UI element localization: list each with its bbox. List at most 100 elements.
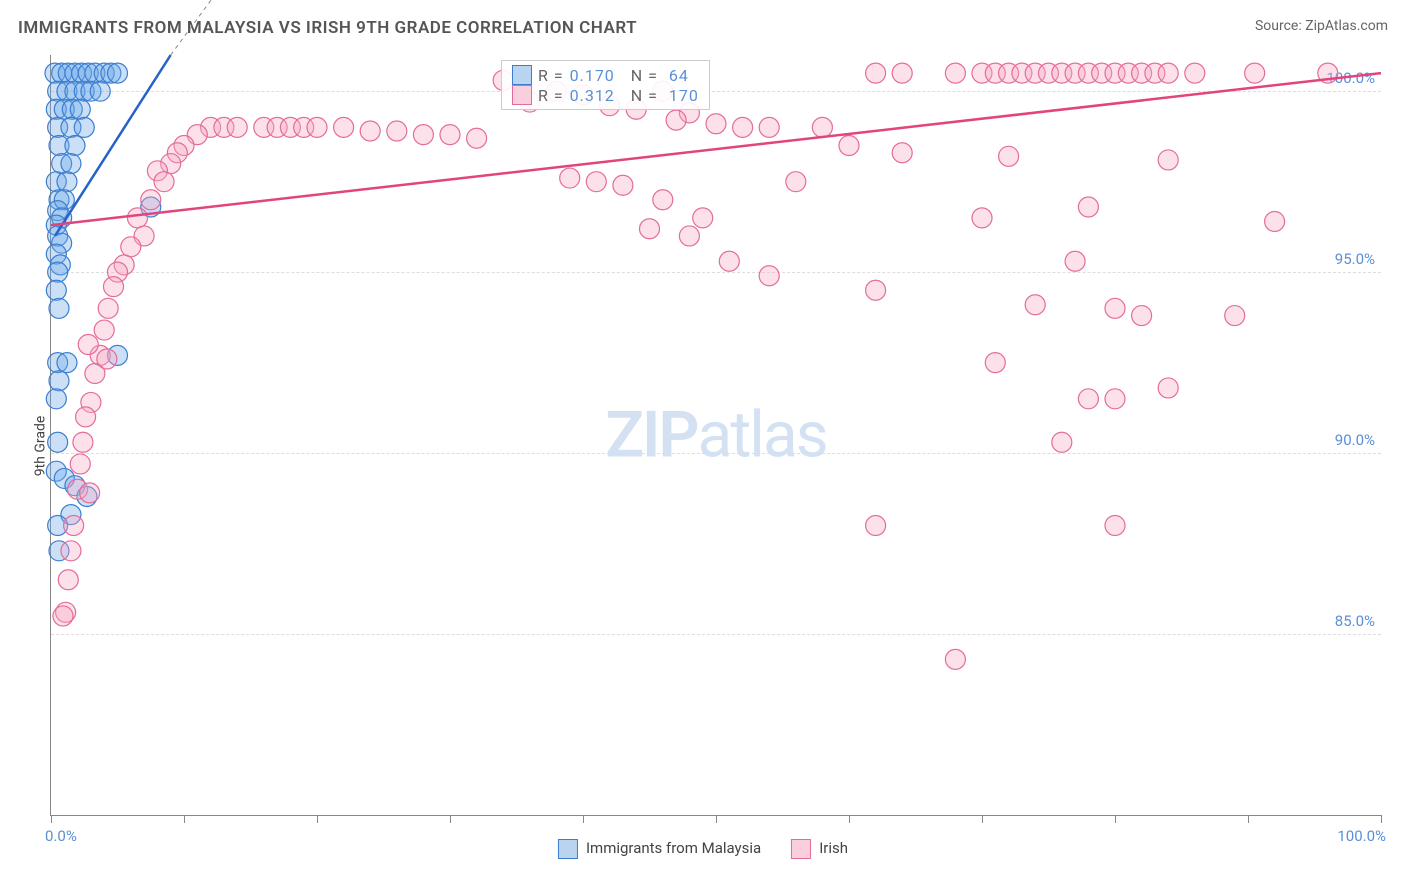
- scatter-point: [1105, 389, 1125, 409]
- scatter-point: [70, 454, 90, 474]
- x-tick: [849, 815, 850, 823]
- scatter-point: [706, 114, 726, 134]
- scatter-point: [65, 135, 85, 155]
- stat-row: R =0.312 N = 170: [512, 85, 699, 105]
- scatter-point: [1185, 63, 1205, 83]
- stat-n-value: 64: [664, 66, 689, 85]
- scatter-point: [866, 515, 886, 535]
- stat-n-label: N =: [621, 66, 658, 85]
- x-tick-label: 0.0%: [45, 827, 77, 845]
- legend-label: Immigrants from Malaysia: [586, 839, 761, 857]
- x-tick: [317, 815, 318, 823]
- plot-area: ZIPatlas 85.0%90.0%95.0%100.0%0.0%100.0%…: [50, 55, 1381, 816]
- legend-swatch: [791, 839, 811, 859]
- legend-item: Immigrants from Malaysia: [558, 839, 761, 859]
- scatter-point: [1132, 306, 1152, 326]
- scatter-point: [360, 121, 380, 141]
- scatter-point: [666, 110, 686, 130]
- scatter-point: [719, 251, 739, 271]
- y-axis-label: 9th Grade: [32, 416, 48, 477]
- scatter-point: [98, 298, 118, 318]
- scatter-point: [387, 121, 407, 141]
- scatter-point: [866, 280, 886, 300]
- scatter-point: [94, 320, 114, 340]
- scatter-point: [759, 117, 779, 137]
- scatter-point: [80, 483, 100, 503]
- stat-r-value: 0.170: [570, 66, 615, 85]
- x-tick: [716, 815, 717, 823]
- scatter-point: [78, 335, 98, 355]
- scatter-point: [866, 63, 886, 83]
- x-tick: [583, 815, 584, 823]
- scatter-point: [334, 117, 354, 137]
- scatter-point: [127, 208, 147, 228]
- scatter-point: [1025, 295, 1045, 315]
- scatter-point: [999, 146, 1019, 166]
- stat-swatch: [512, 65, 532, 85]
- scatter-point: [733, 117, 753, 137]
- stat-r-label: R =: [538, 86, 564, 105]
- scatter-point: [413, 125, 433, 145]
- scatter-point: [653, 190, 673, 210]
- scatter-svg: [51, 55, 1381, 815]
- legend: Immigrants from Malaysia Irish: [558, 839, 848, 859]
- scatter-point: [1065, 251, 1085, 271]
- stat-n-label: N =: [621, 86, 658, 105]
- scatter-point: [70, 99, 90, 119]
- chart-title: IMMIGRANTS FROM MALAYSIA VS IRISH 9TH GR…: [18, 18, 637, 38]
- scatter-point: [1105, 298, 1125, 318]
- scatter-point: [985, 353, 1005, 373]
- scatter-point: [58, 570, 78, 590]
- scatter-point: [57, 172, 77, 192]
- scatter-point: [1265, 211, 1285, 231]
- scatter-point: [613, 175, 633, 195]
- scatter-point: [227, 117, 247, 137]
- x-tick: [1381, 815, 1382, 823]
- scatter-point: [892, 63, 912, 83]
- x-tick: [1248, 815, 1249, 823]
- scatter-point: [46, 280, 66, 300]
- x-tick-label: 100.0%: [1337, 827, 1386, 845]
- scatter-point: [141, 190, 161, 210]
- scatter-point: [49, 371, 69, 391]
- legend-item: Irish: [791, 839, 848, 859]
- scatter-point: [892, 143, 912, 163]
- scatter-point: [1052, 432, 1072, 452]
- scatter-point: [972, 208, 992, 228]
- scatter-point: [440, 125, 460, 145]
- scatter-point: [97, 349, 117, 369]
- scatter-point: [586, 172, 606, 192]
- scatter-point: [49, 298, 69, 318]
- scatter-point: [46, 389, 66, 409]
- scatter-point: [467, 128, 487, 148]
- scatter-point: [104, 277, 124, 297]
- scatter-point: [640, 219, 660, 239]
- stat-row: R = 0.170 N = 64: [512, 65, 699, 85]
- scatter-point: [64, 515, 84, 535]
- scatter-point: [1225, 306, 1245, 326]
- scatter-point: [53, 606, 73, 626]
- scatter-point: [1158, 63, 1178, 83]
- stat-r-label: R =: [538, 66, 564, 85]
- scatter-point: [945, 63, 965, 83]
- stat-swatch: [512, 85, 532, 105]
- scatter-point: [839, 135, 859, 155]
- legend-label: Irish: [819, 839, 848, 857]
- scatter-point: [1158, 150, 1178, 170]
- scatter-point: [786, 172, 806, 192]
- correlation-stat-box: R = 0.170 N = 64R =0.312 N = 170: [501, 60, 710, 110]
- scatter-point: [693, 208, 713, 228]
- chart-container: IMMIGRANTS FROM MALAYSIA VS IRISH 9TH GR…: [0, 0, 1406, 892]
- scatter-point: [1078, 389, 1098, 409]
- scatter-point: [1078, 197, 1098, 217]
- scatter-point: [1158, 378, 1178, 398]
- scatter-point: [48, 432, 68, 452]
- scatter-point: [121, 237, 141, 257]
- x-tick: [184, 815, 185, 823]
- x-tick: [450, 815, 451, 823]
- scatter-point: [679, 226, 699, 246]
- scatter-point: [560, 168, 580, 188]
- scatter-point: [74, 117, 94, 137]
- scatter-point: [759, 266, 779, 286]
- x-tick: [1115, 815, 1116, 823]
